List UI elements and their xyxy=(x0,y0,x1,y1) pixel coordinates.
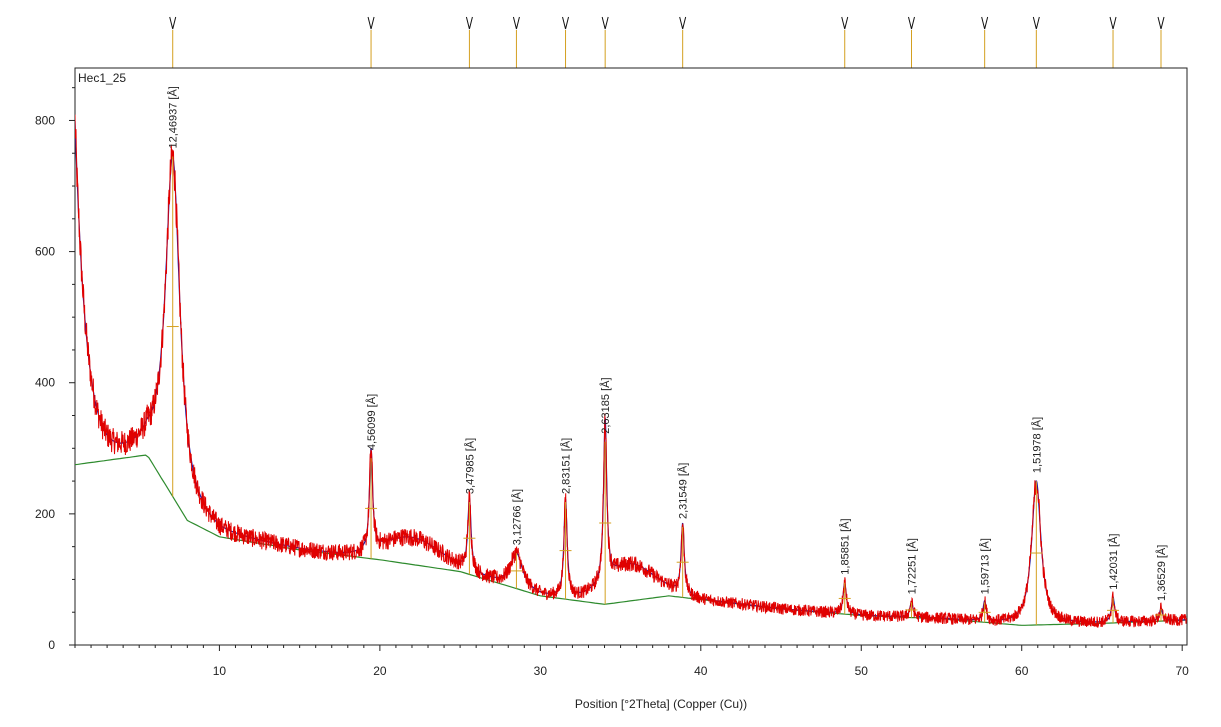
top-marker-v xyxy=(679,16,687,30)
x-axis: 10 20 30 40 50 60 70 xyxy=(74,645,1190,678)
top-marker-v xyxy=(908,16,915,30)
top-marker-v xyxy=(1109,16,1117,30)
x-tick-label: 10 xyxy=(213,664,227,678)
peak-d-label: 1,51978 [Å] xyxy=(1030,417,1043,473)
x-tick-label: 70 xyxy=(1176,664,1190,678)
peak-d-label: 12,46937 [Å] xyxy=(167,86,180,148)
peak-labels: 12,46937 [Å] 4,56099 [Å] 3,47985 [Å] 3,1276… xyxy=(167,86,1168,601)
top-marker-v xyxy=(367,16,375,30)
top-marker-v xyxy=(512,16,520,30)
peak-d-label: 1,72251 [Å] xyxy=(905,538,918,594)
peak-d-label: 4,56099 [Å] xyxy=(365,394,378,450)
peak-sticks xyxy=(166,156,1168,625)
top-marker-v xyxy=(169,16,177,30)
x-axis-title: Position [°2Theta] (Copper (Cu)) xyxy=(575,697,747,711)
y-axis: 0 200 400 600 800 xyxy=(35,87,75,652)
y-tick-label: 200 xyxy=(35,507,55,521)
sample-name: Hec1_25 xyxy=(78,71,126,85)
peak-d-label: 1,85851 [Å] xyxy=(839,518,852,574)
y-tick-label: 800 xyxy=(35,113,55,127)
peak-d-label: 2,63185 [Å] xyxy=(599,377,612,433)
peak-d-label: 2,31549 [Å] xyxy=(677,463,690,519)
peak-d-label: 3,47985 [Å] xyxy=(463,438,476,494)
x-tick-label: 20 xyxy=(373,664,387,678)
y-tick-label: 400 xyxy=(35,376,55,390)
x-tick-label: 40 xyxy=(694,664,708,678)
top-marker-v xyxy=(1157,16,1165,30)
top-marker-v xyxy=(1032,16,1040,30)
plot-frame xyxy=(74,67,1188,646)
peak-marker-strip xyxy=(169,16,1165,68)
plot-area: 12,46937 [Å] 4,56099 [Å] 3,47985 [Å] 3,1276… xyxy=(75,86,1187,628)
peak-d-label: 1,36529 [Å] xyxy=(1155,545,1168,601)
peak-d-label: 3,12766 [Å] xyxy=(510,489,523,545)
y-tick-label: 600 xyxy=(35,245,55,259)
top-marker-v xyxy=(562,16,570,30)
peak-d-label: 2,83151 [Å] xyxy=(560,438,573,494)
x-tick-label: 30 xyxy=(534,664,548,678)
x-tick-label: 50 xyxy=(855,664,869,678)
top-marker-v xyxy=(601,16,609,30)
peak-d-label: 1,59713 [Å] xyxy=(979,538,992,594)
calculated-profile xyxy=(75,120,1187,623)
observed-pattern xyxy=(75,114,1187,628)
top-marker-v xyxy=(981,16,989,30)
top-marker-v xyxy=(465,16,473,30)
peak-d-label: 1,42031 [Å] xyxy=(1107,534,1120,590)
top-marker-v xyxy=(841,16,849,30)
background-curve xyxy=(75,454,1186,626)
x-tick-label: 60 xyxy=(1015,664,1029,678)
y-tick-label: 0 xyxy=(48,638,55,652)
